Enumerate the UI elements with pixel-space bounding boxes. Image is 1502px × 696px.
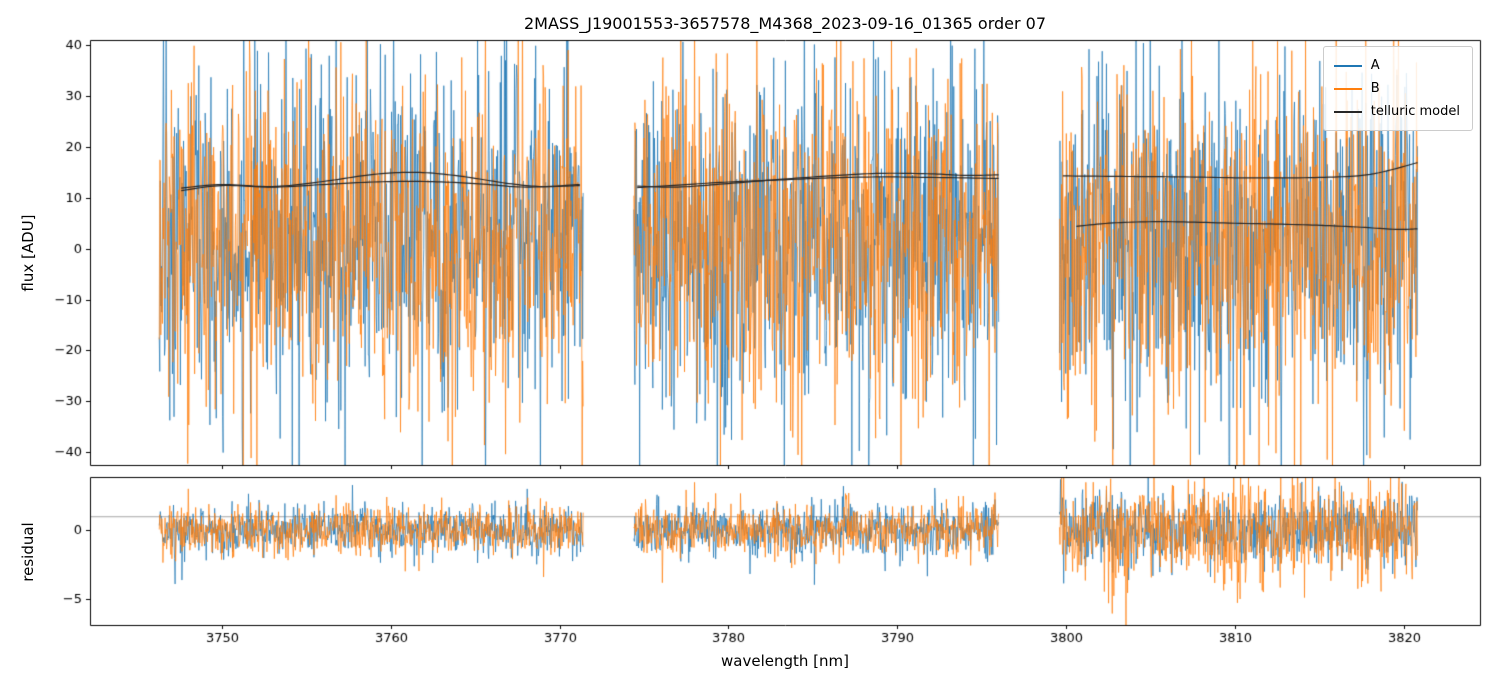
figure-title: 2MASS_J19001553-3657578_M4368_2023-09-16… [523, 14, 1047, 33]
legend-label-a: A [1370, 58, 1380, 73]
wavelength-axis-label: wavelength [nm] [721, 652, 849, 670]
legend-entry-telluric: telluric model [1333, 100, 1460, 123]
legend-entry-a: A [1333, 54, 1460, 77]
series-a-line-icon [1333, 64, 1362, 67]
flux-axis-label: flux [ADU] [19, 214, 37, 292]
legend: A B telluric model [1322, 46, 1473, 131]
legend-label-telluric: telluric model [1370, 104, 1460, 119]
residual-axis-label: residual [19, 522, 37, 582]
legend-entry-b: B [1333, 77, 1460, 100]
telluric-model-line-icon [1333, 110, 1362, 113]
series-b-line-icon [1333, 87, 1362, 90]
legend-label-b: B [1370, 81, 1380, 96]
